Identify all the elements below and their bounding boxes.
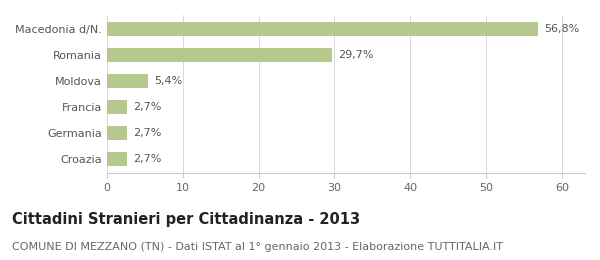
Bar [107,48,332,62]
Bar [107,152,127,166]
Text: 5,4%: 5,4% [154,76,182,86]
Text: 2,7%: 2,7% [133,102,161,112]
Bar [107,74,148,88]
Bar [107,126,127,140]
Text: 2,7%: 2,7% [133,128,161,138]
Text: 56,8%: 56,8% [544,24,579,34]
Bar [107,100,127,114]
Text: 29,7%: 29,7% [338,50,374,60]
Text: COMUNE DI MEZZANO (TN) - Dati ISTAT al 1° gennaio 2013 - Elaborazione TUTTITALIA: COMUNE DI MEZZANO (TN) - Dati ISTAT al 1… [12,242,503,252]
Text: Cittadini Stranieri per Cittadinanza - 2013: Cittadini Stranieri per Cittadinanza - 2… [12,212,360,227]
Bar [107,22,538,36]
Text: 2,7%: 2,7% [133,154,161,164]
